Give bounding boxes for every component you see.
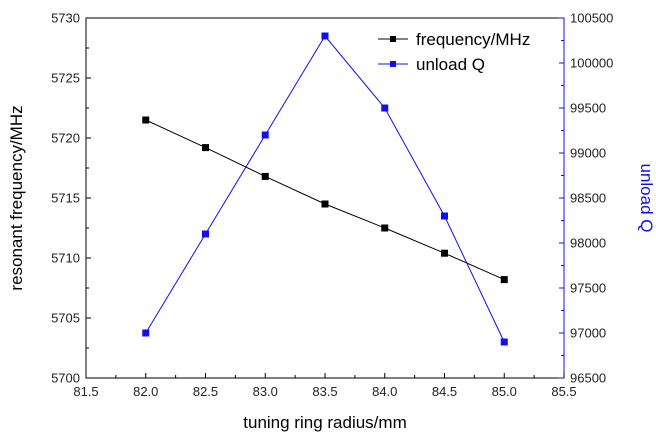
data-point-frequency xyxy=(500,276,508,284)
x-tick-label: 84.5 xyxy=(432,384,457,399)
right-y-tick-label: 99500 xyxy=(570,101,606,116)
left-y-tick-label: 5720 xyxy=(51,131,80,146)
legend-marker-unload-q xyxy=(390,61,396,67)
right-y-tick-label: 97000 xyxy=(570,326,606,341)
right-y-tick-label: 96500 xyxy=(570,371,606,386)
x-tick-label: 82.5 xyxy=(193,384,218,399)
right-y-axis-title: unload Q xyxy=(637,164,656,233)
legend-label-frequency: frequency/MHz xyxy=(416,30,530,49)
left-y-tick-label: 5705 xyxy=(51,311,80,326)
legend: frequency/MHz unload Q xyxy=(378,30,530,74)
data-point-frequency xyxy=(202,144,209,152)
series-layer xyxy=(142,32,508,346)
data-point-frequency xyxy=(321,200,329,208)
right-y-tick-label: 98500 xyxy=(570,191,606,206)
x-axis-title: tuning ring radius/mm xyxy=(243,413,406,432)
right-y-tick-label: 100500 xyxy=(570,11,613,26)
legend-entry-frequency: frequency/MHz xyxy=(378,30,530,49)
x-tick-label: 83.0 xyxy=(253,384,278,399)
right-y-tick-label: 100000 xyxy=(570,56,613,71)
left-y-tick-label: 5715 xyxy=(51,191,80,206)
x-tick-label: 85.0 xyxy=(492,384,517,399)
data-point-unload-q xyxy=(441,212,448,220)
left-y-axis-title: resonant frequency/MHz xyxy=(7,105,26,290)
x-tick-label: 84.0 xyxy=(372,384,397,399)
x-axis: 81.5 82.0 82.5 83.0 83.5 84.0 84.5 85.0 85.5 xyxy=(73,373,577,399)
data-point-unload-q xyxy=(500,338,508,346)
right-y-tick-label: 97500 xyxy=(570,281,606,296)
data-point-unload-q xyxy=(321,32,329,40)
x-tick-label: 82.0 xyxy=(133,384,158,399)
left-y-tick-label: 5725 xyxy=(51,71,80,86)
left-y-tick-label: 5730 xyxy=(51,11,80,26)
data-point-frequency xyxy=(441,249,448,257)
plot-frame xyxy=(85,17,565,379)
data-point-frequency xyxy=(381,224,389,232)
left-y-tick-label: 5710 xyxy=(51,251,80,266)
legend-label-unload-q: unload Q xyxy=(416,55,485,74)
left-y-tick-label: 5700 xyxy=(51,371,80,386)
data-point-unload-q xyxy=(261,131,269,139)
x-tick-label: 85.5 xyxy=(551,384,576,399)
right-y-tick-label: 99000 xyxy=(570,146,606,161)
series-line-frequency xyxy=(145,119,505,281)
x-tick-label: 83.5 xyxy=(312,384,337,399)
data-point-frequency xyxy=(261,172,269,180)
legend-marker-frequency xyxy=(390,36,396,42)
right-y-axis: 96500 97000 97500 98000 98500 99000 99500 10000… xyxy=(559,11,613,386)
legend-entry-unload-q: unload Q xyxy=(378,55,485,74)
data-point-unload-q xyxy=(142,329,150,337)
data-point-unload-q xyxy=(202,230,209,238)
left-y-axis: 5700 5705 5710 5715 5720 5725 5730 xyxy=(51,11,91,386)
x-tick-label: 81.5 xyxy=(73,384,98,399)
series-line-unload-q xyxy=(145,35,505,343)
right-y-tick-label: 98000 xyxy=(570,236,606,251)
data-point-frequency xyxy=(142,116,150,124)
data-point-unload-q xyxy=(381,104,389,112)
